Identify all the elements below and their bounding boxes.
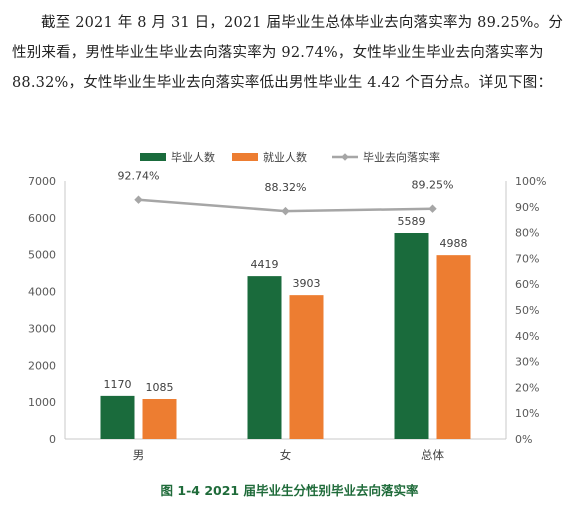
left-axis-tick-label: 1000 xyxy=(28,396,56,409)
bar-value-label: 1085 xyxy=(146,381,174,394)
right-axis-tick-label: 60% xyxy=(515,278,539,291)
rate-point xyxy=(428,204,437,213)
bar-graduates xyxy=(247,276,282,439)
left-axis-tick-label: 3000 xyxy=(28,322,56,335)
legend-marker-rate xyxy=(341,153,349,161)
left-axis-tick-label: 5000 xyxy=(28,249,56,262)
left-axis-tick-label: 7000 xyxy=(28,175,56,188)
right-axis-tick-label: 40% xyxy=(515,330,539,343)
bar-value-label: 4419 xyxy=(251,258,279,271)
rate-value-label: 89.25% xyxy=(412,179,454,192)
bar-line-chart: 0 1000 2000 3000 4000 5000 6000 7000 0% 10% 20% 30%… xyxy=(28,150,546,462)
rate-value-label: 92.74% xyxy=(118,170,160,183)
left-axis-tick-label: 6000 xyxy=(28,212,56,225)
right-axis-tick-label: 80% xyxy=(515,227,539,240)
left-axis-tick-label: 2000 xyxy=(28,359,56,372)
rate-point xyxy=(281,206,290,216)
right-axis-tick-label: 30% xyxy=(515,356,539,369)
category-label: 女 xyxy=(280,448,292,462)
bar-employed xyxy=(289,295,324,439)
right-axis-tick-label: 50% xyxy=(515,304,539,317)
right-axis-tick-label: 70% xyxy=(515,252,539,265)
bar-employed xyxy=(142,399,177,439)
legend-label: 毕业去向落实率 xyxy=(363,150,440,164)
right-axis-tick-label: 0% xyxy=(515,433,532,446)
legend-label: 毕业人数 xyxy=(171,151,215,164)
bar-value-label: 5589 xyxy=(398,215,426,228)
intro-paragraph: 截至 2021 年 8 月 31 日，2021 届毕业生总体毕业去向落实率为 8… xyxy=(12,15,564,91)
right-axis-tick-label: 20% xyxy=(515,381,539,394)
bar-graduates xyxy=(394,233,429,439)
legend-label: 就业人数 xyxy=(263,150,307,164)
category-label: 总体 xyxy=(421,448,444,462)
left-axis-tick-label: 4000 xyxy=(28,286,56,299)
legend-swatch-graduates xyxy=(140,153,166,161)
right-axis-tick-label: 10% xyxy=(515,407,539,420)
rate-value-label: 88.32% xyxy=(265,181,307,194)
bar-value-label: 4988 xyxy=(440,237,468,250)
left-axis-tick-label: 0 xyxy=(49,433,56,446)
bar-value-label: 1170 xyxy=(104,378,132,391)
rate-point xyxy=(134,195,143,204)
bar-employed xyxy=(436,255,471,439)
category-label: 男 xyxy=(133,448,145,462)
right-axis-tick-label: 100% xyxy=(515,175,546,188)
legend-swatch-employed xyxy=(232,153,258,161)
bar-graduates xyxy=(100,395,135,439)
right-axis-tick-label: 90% xyxy=(515,201,539,214)
bar-value-label: 3903 xyxy=(293,277,321,290)
figure-caption: 图 1-4 2021 届毕业生分性别毕业去向落实率 xyxy=(160,483,419,498)
